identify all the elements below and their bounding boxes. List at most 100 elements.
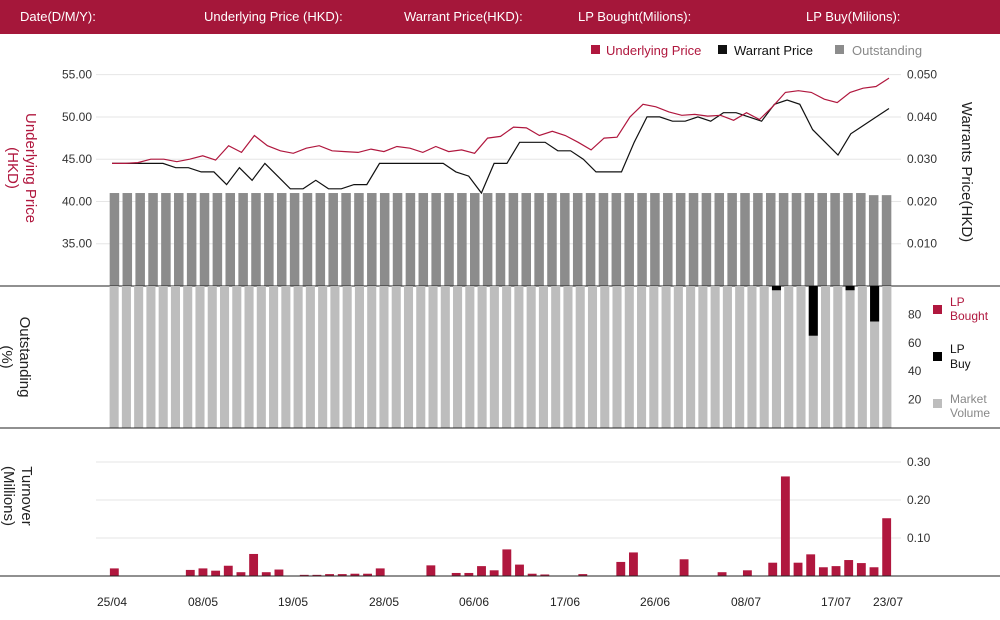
x-tick-label: 26/06	[640, 595, 670, 609]
outstanding-bar	[663, 193, 673, 286]
outstanding-bar	[328, 193, 338, 286]
outstanding-bar	[701, 193, 712, 286]
market-volume-bar	[870, 286, 880, 428]
lp-buy-bar	[870, 286, 880, 322]
market-volume-bar	[808, 286, 818, 428]
turnover-axis-title-line1: Turnover	[18, 466, 35, 525]
market-volume-bar	[551, 286, 561, 428]
market-volume-bar	[403, 286, 414, 428]
outstanding-bar	[572, 193, 583, 286]
y-left-axis-title-line2: (HKD)	[4, 147, 21, 189]
outstanding-bar	[148, 193, 158, 286]
legend-swatch-lp-bought	[933, 305, 942, 314]
turnover-bar	[818, 567, 828, 576]
outstanding-bar	[778, 193, 789, 286]
date-label: Date(D/M/Y):	[20, 9, 96, 24]
market-volume-bar	[219, 286, 230, 428]
outstanding-bar	[495, 193, 506, 286]
market-volume-bar	[575, 286, 585, 428]
market-volume-bar	[821, 286, 831, 428]
market-volume-bar	[281, 286, 291, 428]
y-right-axis-title: Warrants Price(HKD)	[958, 102, 975, 242]
turnover-bar	[742, 570, 752, 576]
market-volume-bar	[698, 286, 708, 428]
market-volume-bar	[109, 286, 119, 428]
lp-buy-bar	[771, 286, 782, 291]
outstanding-bar	[161, 193, 171, 286]
legend-swatch-underlying	[591, 45, 600, 54]
outstanding-bar	[650, 193, 660, 286]
legend-lp-bought-line1: LP	[950, 295, 965, 309]
outstanding-bar	[135, 193, 145, 286]
outstanding-bar	[431, 193, 441, 286]
outstanding-bar	[186, 193, 197, 286]
outstanding-bar	[470, 193, 480, 286]
outstanding-bar	[765, 193, 776, 286]
lp-bought-label: LP Bought(Milions):	[578, 9, 692, 24]
x-tick-label: 25/04	[97, 595, 127, 609]
lp-buy-bar	[845, 286, 855, 291]
turnover-tick-label: 0.20	[907, 493, 931, 507]
turnover-bar	[768, 562, 778, 576]
market-volume-bar	[183, 286, 193, 428]
turnover-bar	[793, 562, 803, 576]
market-volume-bar	[293, 286, 303, 428]
x-tick-label: 19/05	[278, 595, 308, 609]
header-bar: Date(D/M/Y): Underlying Price (HKD): War…	[0, 0, 1000, 34]
market-volume-bar	[305, 286, 315, 428]
legend-swatch-market-volume	[933, 399, 942, 408]
turnover-bar	[477, 566, 486, 576]
x-tick-label: 08/05	[188, 595, 218, 609]
outstanding-bar	[534, 193, 544, 286]
outstanding-axis-title-line2: (%)	[0, 345, 15, 368]
outstanding-bar	[830, 193, 840, 286]
turnover-bar	[831, 566, 841, 576]
market-volume-bar	[600, 286, 610, 428]
legend-warrant-price: Warrant Price	[734, 43, 813, 58]
market-volume-bar	[342, 286, 352, 428]
outstanding-tick-label: 80	[908, 307, 922, 321]
turnover-bar	[882, 518, 892, 576]
legend-lp-bought-line2: Bought	[950, 309, 989, 323]
market-volume-bar	[354, 286, 364, 428]
turnover-bar	[540, 574, 550, 576]
y-left-tick-label: 35.00	[62, 237, 92, 251]
turnover-bar	[806, 554, 816, 576]
outstanding-bar	[624, 193, 634, 286]
x-tick-label: 17/06	[550, 595, 580, 609]
y-left-tick-label: 50.00	[62, 110, 92, 124]
turnover-bar	[856, 563, 866, 576]
turnover-bar	[363, 573, 372, 576]
warrant-price-label: Warrant Price(HKD):	[404, 9, 523, 24]
market-volume-bar	[367, 286, 377, 428]
outstanding-bar	[521, 193, 531, 286]
turnover-bar	[717, 572, 727, 576]
turnover-bar	[109, 568, 119, 576]
outstanding-bar	[598, 193, 609, 286]
y-right-tick-label: 0.020	[907, 194, 937, 208]
turnover-bar	[780, 476, 790, 576]
outstanding-bar	[341, 193, 351, 286]
underlying-price-label: Underlying Price (HKD):	[204, 9, 343, 24]
outstanding-bar	[315, 193, 326, 286]
market-volume-bar	[428, 286, 438, 428]
outstanding-bar	[225, 193, 236, 286]
y-left-tick-label: 45.00	[62, 152, 92, 166]
market-volume-bar	[857, 286, 867, 428]
turnover-bar	[312, 574, 322, 576]
outstanding-bar	[109, 193, 120, 286]
outstanding-bar	[611, 193, 622, 286]
market-volume-bar	[563, 286, 573, 428]
market-volume-bar	[673, 286, 683, 428]
market-volume-bar	[784, 286, 794, 428]
market-volume-bar	[710, 286, 720, 428]
turnover-bar	[844, 560, 854, 576]
outstanding-bar	[688, 193, 699, 286]
outstanding-bar	[508, 193, 519, 286]
x-tick-label: 23/07	[873, 595, 903, 609]
turnover-bar	[337, 574, 347, 576]
turnover-bar	[299, 574, 309, 576]
turnover-bar	[515, 564, 524, 576]
outstanding-tick-label: 60	[908, 336, 922, 350]
outstanding-bar	[392, 193, 403, 286]
